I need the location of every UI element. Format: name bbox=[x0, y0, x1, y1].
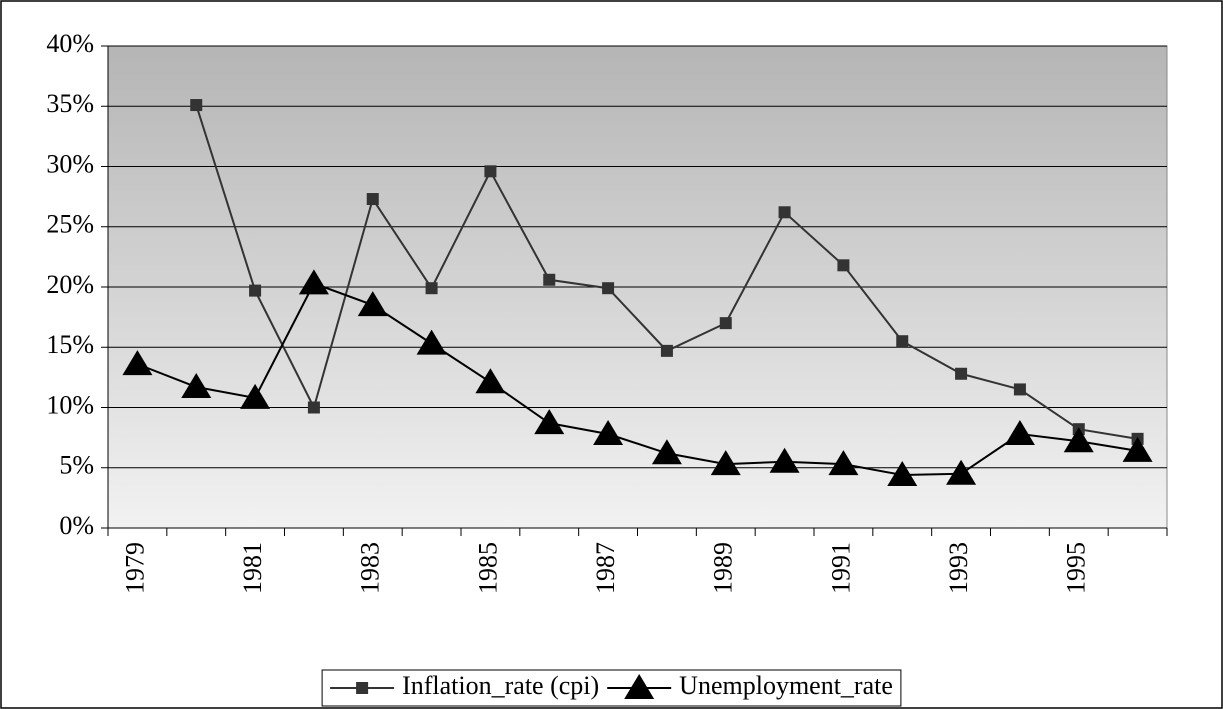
legend-label: Unemployment_rate bbox=[679, 671, 893, 700]
x-tick-label: 1993 bbox=[944, 542, 973, 594]
marker bbox=[357, 291, 388, 317]
legend: Inflation_rate (cpi) Unemployment_rate bbox=[321, 669, 902, 707]
marker bbox=[660, 344, 673, 357]
marker bbox=[593, 420, 624, 446]
marker bbox=[122, 350, 153, 376]
legend-label: Inflation_rate (cpi) bbox=[402, 671, 599, 700]
marker bbox=[190, 99, 203, 112]
marker bbox=[298, 269, 329, 295]
marker bbox=[484, 165, 497, 178]
marker bbox=[719, 317, 732, 330]
y-tick-label: 20% bbox=[46, 270, 94, 299]
series-line bbox=[137, 282, 1138, 476]
marker bbox=[651, 439, 682, 465]
marker bbox=[249, 284, 262, 297]
marker bbox=[416, 329, 447, 355]
marker bbox=[356, 682, 369, 694]
marker bbox=[946, 459, 977, 485]
y-tick-label: 15% bbox=[46, 330, 94, 359]
marker bbox=[710, 450, 741, 476]
marker bbox=[1063, 427, 1094, 453]
x-tick-label: 1991 bbox=[826, 542, 855, 594]
marker bbox=[366, 193, 379, 206]
y-tick-label: 25% bbox=[46, 210, 94, 239]
marker bbox=[896, 335, 909, 348]
x-tick-label: 1989 bbox=[709, 542, 738, 594]
y-tick-label: 35% bbox=[46, 89, 94, 118]
marker bbox=[828, 450, 859, 476]
y-tick-label: 10% bbox=[46, 390, 94, 419]
marker bbox=[769, 447, 800, 473]
marker bbox=[240, 383, 271, 409]
x-tick-label: 1983 bbox=[356, 542, 385, 594]
marker bbox=[887, 460, 918, 486]
x-tick-label: 1979 bbox=[120, 542, 149, 594]
marker bbox=[624, 674, 655, 699]
marker bbox=[1004, 420, 1035, 446]
y-tick-label: 5% bbox=[59, 451, 94, 480]
y-tick-label: 0% bbox=[59, 511, 94, 540]
marker bbox=[534, 409, 565, 435]
marker bbox=[543, 273, 556, 286]
marker bbox=[837, 259, 850, 272]
marker bbox=[778, 206, 791, 219]
x-tick-label: 1981 bbox=[238, 542, 267, 594]
marker bbox=[307, 401, 320, 414]
marker bbox=[425, 282, 438, 295]
x-tick-label: 1995 bbox=[1062, 542, 1091, 594]
y-tick-label: 30% bbox=[46, 149, 94, 178]
marker bbox=[602, 282, 615, 295]
marker bbox=[1122, 436, 1153, 462]
marker bbox=[181, 373, 212, 399]
x-tick-label: 1985 bbox=[473, 542, 502, 594]
marker bbox=[955, 367, 968, 380]
y-tick-label: 40% bbox=[46, 29, 94, 58]
x-tick-label: 1987 bbox=[591, 542, 620, 594]
marker bbox=[1013, 383, 1026, 396]
marker bbox=[475, 368, 506, 394]
